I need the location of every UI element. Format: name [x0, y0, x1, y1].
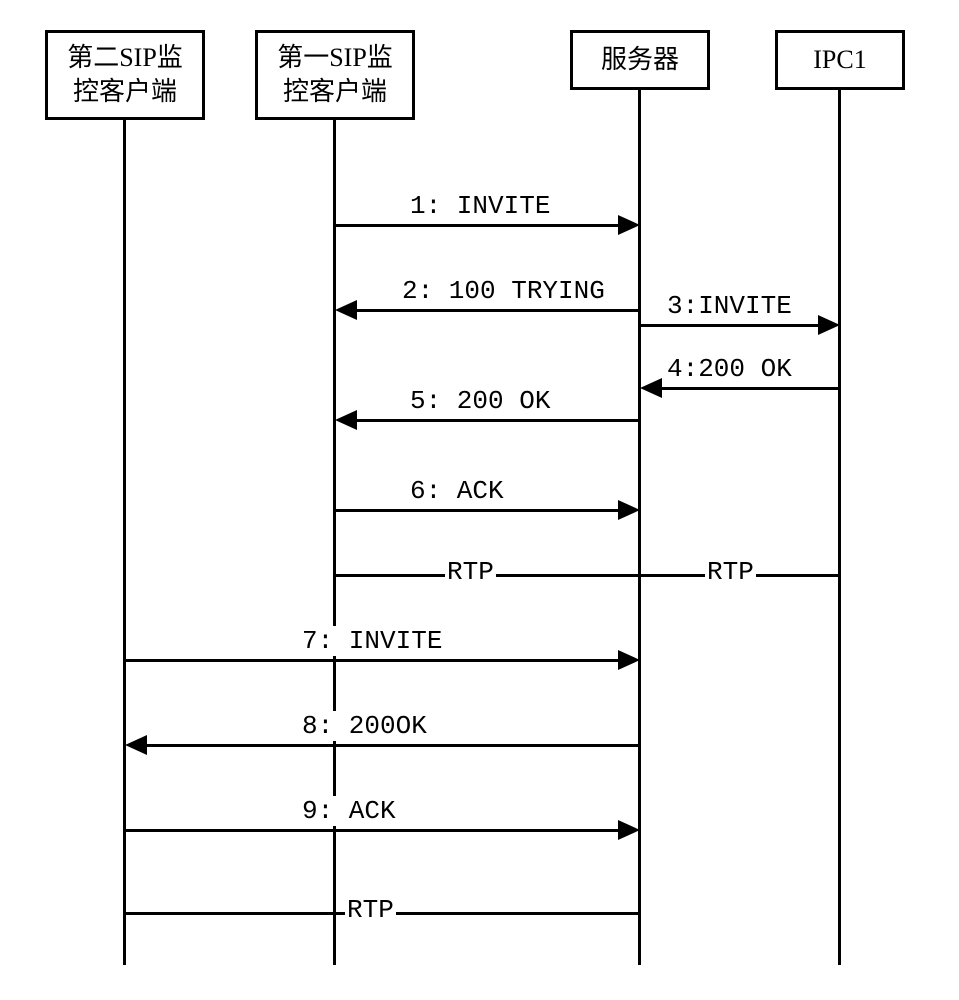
msg-m7-arrowhead	[618, 650, 640, 670]
participant-box-client2: 第二SIP监控客户端	[45, 30, 205, 120]
msg-m8-line	[147, 744, 640, 747]
participant-label: 第二SIP监控客户端	[67, 41, 183, 109]
msg-m5-label: 5: 200 OK	[408, 386, 552, 416]
msg-m4-label: 4:200 OK	[665, 354, 794, 384]
lifeline-client1	[333, 120, 336, 965]
rtp-r1-label: RTP	[445, 557, 496, 587]
msg-m2-label: 2: 100 TRYING	[400, 276, 607, 306]
msg-m6-label: 6: ACK	[408, 476, 506, 506]
participant-label: 服务器	[601, 43, 679, 77]
msg-m7-label: 7: INVITE	[300, 626, 444, 656]
msg-m2-line	[357, 309, 640, 312]
msg-m9-arrowhead	[618, 820, 640, 840]
msg-m3-label: 3:INVITE	[665, 291, 794, 321]
participant-box-client1: 第一SIP监控客户端	[255, 30, 415, 120]
participant-box-ipc1: IPC1	[775, 30, 905, 90]
participant-label: IPC1	[813, 43, 866, 77]
lifeline-ipc1	[838, 90, 841, 965]
msg-m7-line	[125, 659, 618, 662]
msg-m1-line	[335, 224, 618, 227]
msg-m1-label: 1: INVITE	[408, 191, 552, 221]
msg-m1-arrowhead	[618, 215, 640, 235]
msg-m8-arrowhead	[125, 735, 147, 755]
msg-m4-arrowhead	[640, 378, 662, 398]
msg-m3-line	[640, 324, 818, 327]
msg-m4-line	[662, 387, 840, 390]
msg-m5-line	[357, 419, 640, 422]
participant-box-server: 服务器	[570, 30, 710, 90]
msg-m2-arrowhead	[335, 300, 357, 320]
lifeline-client2	[123, 120, 126, 965]
msg-m9-line	[125, 829, 618, 832]
msg-m5-arrowhead	[335, 410, 357, 430]
msg-m6-arrowhead	[618, 500, 640, 520]
participant-label: 第一SIP监控客户端	[277, 41, 393, 109]
msg-m3-arrowhead	[818, 315, 840, 335]
rtp-r3-label: RTP	[345, 895, 396, 925]
msg-m9-label: 9: ACK	[300, 796, 398, 826]
sequence-diagram: 第二SIP监控客户端 第一SIP监控客户端 服务器 IPC1 1: INVITE…	[0, 0, 959, 1000]
rtp-r2-label: RTP	[705, 557, 756, 587]
msg-m6-line	[335, 509, 618, 512]
msg-m8-label: 8: 200OK	[300, 711, 429, 741]
